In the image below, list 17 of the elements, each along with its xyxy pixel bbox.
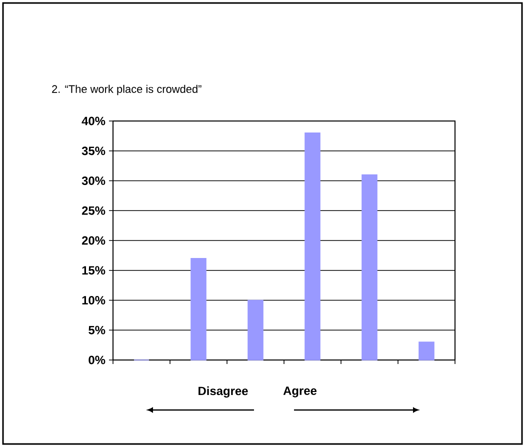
bar [248, 300, 264, 360]
y-tick-label: 20% [82, 236, 106, 245]
y-tick-label: 0% [88, 356, 106, 364]
bar [304, 132, 320, 360]
y-tick-label: 40% [82, 116, 106, 126]
text: Disagree [198, 386, 248, 398]
y-tick-label: 30% [82, 176, 106, 185]
y-tick-label: 10% [82, 296, 106, 304]
chart-title: 2. “The work place is crowded” [52, 84, 202, 96]
bar [362, 174, 378, 360]
bar [190, 258, 206, 360]
y-tick-label: 5% [88, 326, 106, 334]
text: Agree [283, 386, 317, 398]
bar [418, 342, 434, 360]
y-tick-label: 15% [82, 266, 106, 275]
y-tick-label: 25% [82, 206, 106, 215]
y-tick-label: 35% [82, 146, 106, 156]
